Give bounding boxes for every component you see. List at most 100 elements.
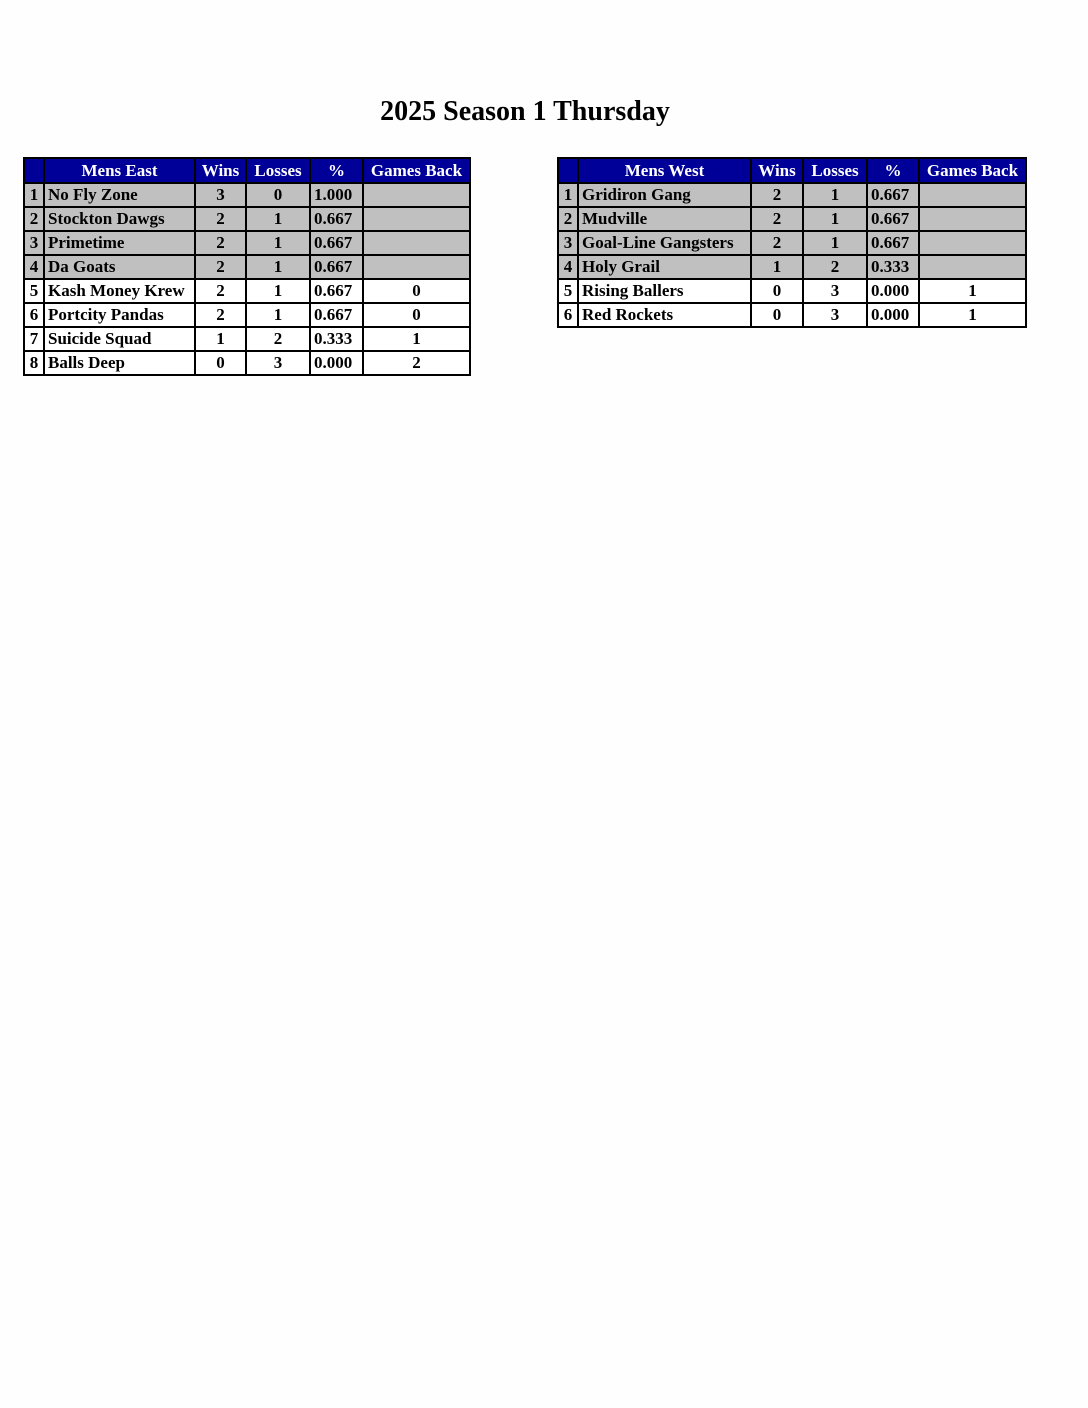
pct-cell: 0.667 (866, 230, 920, 256)
games-back-cell (362, 206, 471, 232)
team-name-cell: Primetime (43, 230, 196, 256)
team-name-cell: Kash Money Krew (43, 278, 196, 304)
rank-cell: 8 (23, 350, 45, 376)
team-name-cell: Stockton Dawgs (43, 206, 196, 232)
rank-cell: 6 (23, 302, 45, 328)
pct-cell: 0.667 (309, 230, 364, 256)
team-name-cell: Red Rockets (577, 302, 752, 328)
header-losses: Losses (802, 157, 868, 184)
rank-cell: 4 (557, 254, 579, 280)
header-row: Mens East Wins Losses% Games Back (23, 157, 471, 184)
header-rank-cell (23, 157, 45, 184)
team-name-cell: Suicide Squad (43, 326, 196, 352)
table-row: 3 Primetime 2 1 0.667 (23, 230, 471, 256)
team-name-cell: Portcity Pandas (43, 302, 196, 328)
header-row: Mens West Wins Losses% Games Back (557, 157, 1027, 184)
team-name-cell: Gridiron Gang (577, 182, 752, 208)
losses-cell: 0 (245, 182, 311, 208)
rank-cell: 1 (557, 182, 579, 208)
team-name-cell: Holy Grail (577, 254, 752, 280)
rank-cell: 6 (557, 302, 579, 328)
table-row: 1 Gridiron Gang 2 1 0.667 (557, 182, 1027, 208)
team-name-cell: No Fly Zone (43, 182, 196, 208)
rank-cell: 2 (557, 206, 579, 232)
losses-cell: 1 (245, 278, 311, 304)
rank-cell: 5 (23, 278, 45, 304)
pct-cell: 0.667 (309, 254, 364, 280)
rank-cell: 1 (23, 182, 45, 208)
games-back-cell: 1 (918, 302, 1027, 328)
pct-cell: 0.667 (309, 278, 364, 304)
team-name-cell: Da Goats (43, 254, 196, 280)
games-back-cell (362, 182, 471, 208)
header-losses: Losses (245, 157, 311, 184)
losses-cell: 1 (802, 182, 868, 208)
rank-cell: 5 (557, 278, 579, 304)
rank-cell: 4 (23, 254, 45, 280)
pct-cell: 0.667 (866, 182, 920, 208)
wins-cell: 2 (194, 278, 247, 304)
games-back-cell (918, 182, 1027, 208)
header-rank-cell (557, 157, 579, 184)
losses-cell: 1 (802, 230, 868, 256)
table-row: 6 Portcity Pandas 2 1 0.667 0 (23, 302, 471, 328)
header-pct: % (309, 157, 364, 184)
team-name-cell: Balls Deep (43, 350, 196, 376)
pct-cell: 0.333 (866, 254, 920, 280)
games-back-cell (918, 206, 1027, 232)
games-back-cell: 0 (362, 278, 471, 304)
header-division-name: Mens West (577, 157, 752, 184)
pct-cell: 0.000 (866, 302, 920, 328)
losses-cell: 1 (802, 206, 868, 232)
rank-cell: 2 (23, 206, 45, 232)
pct-cell: 1.000 (309, 182, 364, 208)
table-row: 5 Kash Money Krew 2 1 0.667 0 (23, 278, 471, 304)
rank-cell: 7 (23, 326, 45, 352)
losses-cell: 1 (245, 230, 311, 256)
wins-cell: 0 (194, 350, 247, 376)
games-back-cell: 1 (918, 278, 1027, 304)
losses-cell: 1 (245, 206, 311, 232)
wins-cell: 2 (750, 206, 804, 232)
games-back-cell (362, 230, 471, 256)
table-row: 4 Holy Grail 1 2 0.333 (557, 254, 1027, 280)
header-wins: Wins (194, 157, 247, 184)
team-name-cell: Mudville (577, 206, 752, 232)
table-row: 5 Rising Ballers 0 3 0.000 1 (557, 278, 1027, 304)
games-back-cell: 0 (362, 302, 471, 328)
pct-cell: 0.333 (309, 326, 364, 352)
table-row: 1 No Fly Zone 3 0 1.000 (23, 182, 471, 208)
pct-cell: 0.667 (866, 206, 920, 232)
standings-table-mens-east: Mens East Wins Losses% Games Back 1 No Fly Zo… (23, 157, 471, 376)
header-pct: % (866, 157, 920, 184)
header-wins: Wins (750, 157, 804, 184)
header-division-name: Mens East (43, 157, 196, 184)
standings-table-mens-west: Mens West Wins Losses% Games Back 1 Gridiron … (557, 157, 1027, 328)
wins-cell: 1 (750, 254, 804, 280)
games-back-cell (918, 230, 1027, 256)
games-back-cell: 1 (362, 326, 471, 352)
wins-cell: 2 (750, 230, 804, 256)
pct-cell: 0.000 (309, 350, 364, 376)
table-row: 8 Balls Deep 0 3 0.000 2 (23, 350, 471, 376)
team-name-cell: Rising Ballers (577, 278, 752, 304)
games-back-cell (362, 254, 471, 280)
losses-cell: 3 (245, 350, 311, 376)
pct-cell: 0.667 (309, 302, 364, 328)
table-row: 6 Red Rockets 0 3 0.000 1 (557, 302, 1027, 328)
wins-cell: 0 (750, 302, 804, 328)
wins-cell: 2 (194, 230, 247, 256)
table-row: 7 Suicide Squad 1 2 0.333 1 (23, 326, 471, 352)
table-row: 4 Da Goats 2 1 0.667 (23, 254, 471, 280)
games-back-cell (918, 254, 1027, 280)
wins-cell: 2 (194, 302, 247, 328)
pct-cell: 0.000 (866, 278, 920, 304)
team-name-cell: Goal-Line Gangsters (577, 230, 752, 256)
wins-cell: 2 (194, 206, 247, 232)
losses-cell: 3 (802, 302, 868, 328)
losses-cell: 2 (802, 254, 868, 280)
losses-cell: 1 (245, 254, 311, 280)
table-row: 2 Mudville 2 1 0.667 (557, 206, 1027, 232)
page-title: 2025 Season 1 Thursday (380, 96, 670, 127)
table-row: 2 Stockton Dawgs 2 1 0.667 (23, 206, 471, 232)
